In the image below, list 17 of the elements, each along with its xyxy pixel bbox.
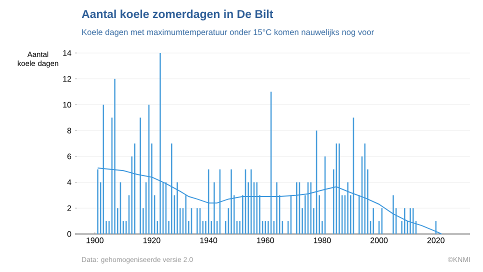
x-tick-label: 2020 [427,238,444,244]
x-tick-label: 2000 [370,238,388,244]
y-tick-label: 12 [63,76,72,82]
x-tick-label: 1940 [200,238,218,244]
x-tick-label: 1900 [86,238,104,244]
y-tick-label: 10 [63,102,72,108]
y-tick-label: 8 [67,128,72,134]
x-tick-label: 1920 [143,238,160,244]
chart-title: Aantal koele zomerdagen in De Bilt [82,10,274,20]
y-tick-label: 0 [67,231,72,237]
y-tick-label: 4 [67,180,72,186]
chart-subtitle: Koele dagen met maximumtemperatuur onder 15°C komen nauwelijks nog voor [82,28,374,37]
x-tick-label: 1980 [314,238,331,244]
x-tick-label: 1960 [257,238,274,244]
y-tick-label: 2 [67,205,72,211]
y-tick-label: 14 [63,50,72,56]
y-tick-label: 6 [67,154,72,160]
